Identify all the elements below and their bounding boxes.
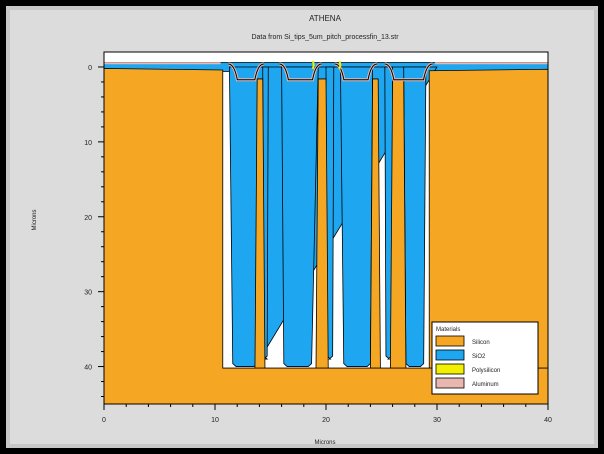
y-tick-label: 20 xyxy=(84,215,92,222)
contour-outline-3 xyxy=(334,63,378,81)
y-axis-label: Microns xyxy=(32,209,38,230)
sio2-trench-3 xyxy=(281,66,319,367)
legend-swatch xyxy=(435,377,465,389)
contour-outline-1 xyxy=(228,63,264,81)
chart-title: ATHENA xyxy=(309,14,342,23)
x-axis-label: Microns xyxy=(314,440,335,446)
polysilicon-mark-2 xyxy=(338,60,342,70)
silicon-fin-3 xyxy=(369,78,381,369)
silicon-fin-1 xyxy=(254,78,266,369)
legend-label: SiO2 xyxy=(472,354,486,360)
x-tick-label: 30 xyxy=(433,417,441,424)
polysilicon-mark-1 xyxy=(311,60,315,70)
silicon-bulk-left xyxy=(104,68,548,404)
legend-swatch xyxy=(435,349,465,361)
x-tick-label: 20 xyxy=(322,417,330,424)
sio2-trench-5 xyxy=(340,66,374,367)
legend-swatch xyxy=(435,363,465,375)
x-tick-label: 40 xyxy=(544,417,552,424)
material-regions xyxy=(104,60,548,404)
contour-outline-4 xyxy=(384,63,433,81)
legend-label: Polysilicon xyxy=(472,368,500,374)
contour-outline-2 xyxy=(279,63,322,81)
x-tick-label: 10 xyxy=(211,417,219,424)
legend-label: Aluminum xyxy=(472,382,499,388)
silicon-bulk-right xyxy=(428,68,548,369)
axes: 0 10 20 30 40 0 10 20 30 40 xyxy=(84,51,552,424)
silicon-fin-4 xyxy=(389,78,407,369)
y-tick-label: 0 xyxy=(88,65,92,72)
chart-subtitle: Data from Si_tips_5um_pitch_processfin_1… xyxy=(251,34,399,41)
y-tick-label: 10 xyxy=(84,140,92,147)
sio2-trench-7 xyxy=(403,66,427,367)
x-tick-label: 0 xyxy=(102,417,106,424)
y-tick-label: 40 xyxy=(84,365,92,372)
y-tick-label: 30 xyxy=(84,290,92,297)
legend-swatch xyxy=(435,335,465,347)
legend: Materials Silicon SiO2 Polysilicon Aluminum xyxy=(431,321,539,395)
legend-title: Materials xyxy=(436,327,460,333)
legend-label: Silicon xyxy=(472,340,490,346)
silicon-fin-2 xyxy=(315,78,329,369)
